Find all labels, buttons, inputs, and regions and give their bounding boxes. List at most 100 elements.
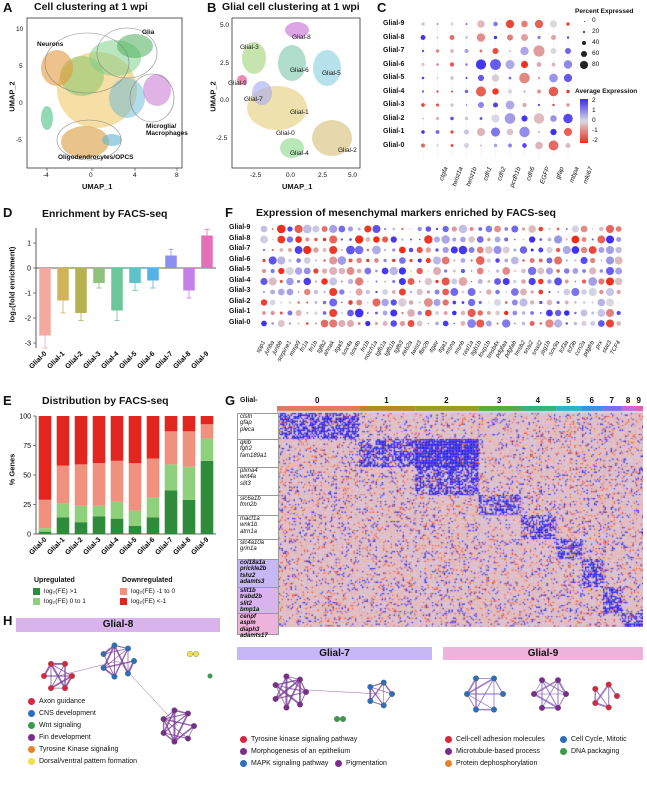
panel-c-dot — [435, 103, 440, 107]
panel-d-bar — [111, 268, 123, 311]
panel-f-dot — [262, 311, 266, 315]
network-node — [303, 689, 309, 695]
panel-f-dot — [588, 246, 597, 254]
panel-c-dot — [449, 62, 455, 67]
term-color-dot — [28, 734, 35, 741]
panel-c-dot — [537, 35, 541, 40]
panel-c-dot — [537, 103, 541, 107]
panel-c-dot — [565, 48, 571, 54]
glial-4-label: Glial-4 — [290, 150, 309, 157]
network-edge — [594, 688, 610, 708]
panel-d-ylabel: log₂(fold enrichment) — [7, 246, 17, 323]
panel-f-dot — [346, 245, 355, 255]
panel-f-dot — [538, 258, 543, 263]
panel-f-dot — [494, 298, 502, 307]
panel-c-dot — [492, 47, 499, 55]
panel-c-dot — [465, 63, 468, 66]
network-edge — [163, 718, 189, 739]
panel-g-gene-group: slit1b trabd2b slit2 bmp1a — [237, 587, 279, 614]
panel-f-dot — [537, 267, 545, 275]
panel-f-dot — [476, 246, 484, 254]
panel-c-dot — [520, 33, 529, 42]
panel-e-bar-segment — [164, 431, 178, 465]
panel-f-row-label: Glial-2 — [229, 297, 251, 305]
panel-d-xtick-label: Glial-9 — [190, 350, 210, 370]
network-edge — [103, 653, 115, 677]
panel-f-dot — [538, 278, 544, 285]
panel-d-bar — [39, 268, 51, 336]
network-node — [500, 691, 506, 697]
panel-f-dot — [547, 237, 552, 242]
panel-f-dot — [304, 288, 311, 296]
panel-d-xtick-label: Glial-8 — [172, 350, 192, 370]
panel-a-ytick: 10 — [16, 26, 24, 33]
panel-f-dot — [519, 246, 528, 254]
panel-f-dot — [514, 270, 516, 272]
panel-f-dot — [410, 238, 413, 241]
panel-g-gene-label: slit2 — [240, 600, 253, 607]
panel-f-dot — [313, 268, 319, 274]
glial-7-term: Tyrosine kinase signaling pathway — [240, 736, 357, 743]
panel-c-dot — [421, 76, 425, 80]
panel-c-dot — [463, 129, 470, 135]
panel-f-dot — [458, 224, 468, 234]
umap-a-label-glia: Glia — [142, 29, 155, 36]
panel-c-dot — [490, 59, 501, 70]
panel-c-dot — [493, 21, 498, 27]
panel-f-dot — [616, 310, 621, 316]
panel-c-row-label: Glial-9 — [383, 20, 405, 27]
term-color-dot — [335, 760, 342, 767]
panel-f-dot — [277, 288, 285, 296]
panel-f-dot — [375, 269, 378, 273]
panel-c-pct-title: Percent Expressed — [575, 8, 634, 15]
panel-d-letter: D — [3, 205, 13, 220]
panel-f-dot — [296, 258, 301, 263]
panel-g-gene-label: atrn1a — [240, 528, 258, 535]
panel-f-dot — [548, 290, 551, 294]
panel-f-dot — [513, 279, 517, 284]
panel-f-dot — [322, 247, 327, 253]
panel-f-dot — [468, 236, 475, 243]
panel-f-dot — [341, 301, 343, 304]
panel-f-dot — [470, 280, 473, 283]
umap-a-label-oligo: Oligodendrocytes/OPCS — [58, 154, 134, 161]
network-node — [367, 698, 374, 705]
glial-9-term: DNA packaging — [560, 748, 619, 755]
panel-f-dot — [581, 237, 587, 242]
panel-b-ytick: -2.5 — [216, 135, 228, 142]
panel-f-dot — [286, 288, 294, 296]
panel-g-gene-label: aspm — [240, 620, 256, 627]
panel-f-dot — [485, 246, 493, 254]
glial-9-term: Cell-cell adhesion molecules — [445, 736, 545, 743]
network-edge — [275, 691, 307, 700]
panel-f-dot — [479, 291, 482, 293]
panel-f-dot — [294, 224, 303, 234]
network-node — [111, 642, 118, 649]
panel-f-dot — [467, 308, 476, 318]
panel-c-row-label: Glial-7 — [383, 47, 405, 54]
panel-f-dot — [545, 267, 553, 275]
panel-c-dot — [508, 49, 512, 53]
network-node — [187, 651, 193, 657]
panel-f-dot — [452, 300, 457, 305]
panel-c-dot — [550, 48, 557, 54]
umap-a-label-microglia: Microglia/ Macrophages — [146, 123, 188, 137]
term-color-dot — [28, 698, 35, 705]
panel-f-dot — [605, 308, 615, 318]
panel-f-dot — [581, 289, 587, 295]
panel-f-dot — [522, 227, 525, 231]
network-node — [555, 704, 561, 711]
panel-c-dot — [421, 49, 425, 53]
panel-c-dot — [475, 86, 487, 97]
panel-b-ytick: 2.5 — [220, 60, 230, 67]
panel-e-xtick-label: Glial-9 — [190, 536, 210, 556]
panel-f-dot — [467, 298, 476, 307]
panel-c-pct-legend-label: 20 — [592, 28, 600, 35]
panel-f-dot — [495, 310, 500, 316]
panel-c-dot — [505, 100, 515, 110]
panel-g-gene-group: clstn gfap pleca — [237, 413, 279, 440]
panel-b-xlabel: UMAP_1 — [282, 182, 313, 191]
panel-c-dot — [450, 116, 454, 121]
panel-g-gene-label: cenpf — [240, 614, 257, 620]
panel-f-dot — [554, 309, 562, 317]
